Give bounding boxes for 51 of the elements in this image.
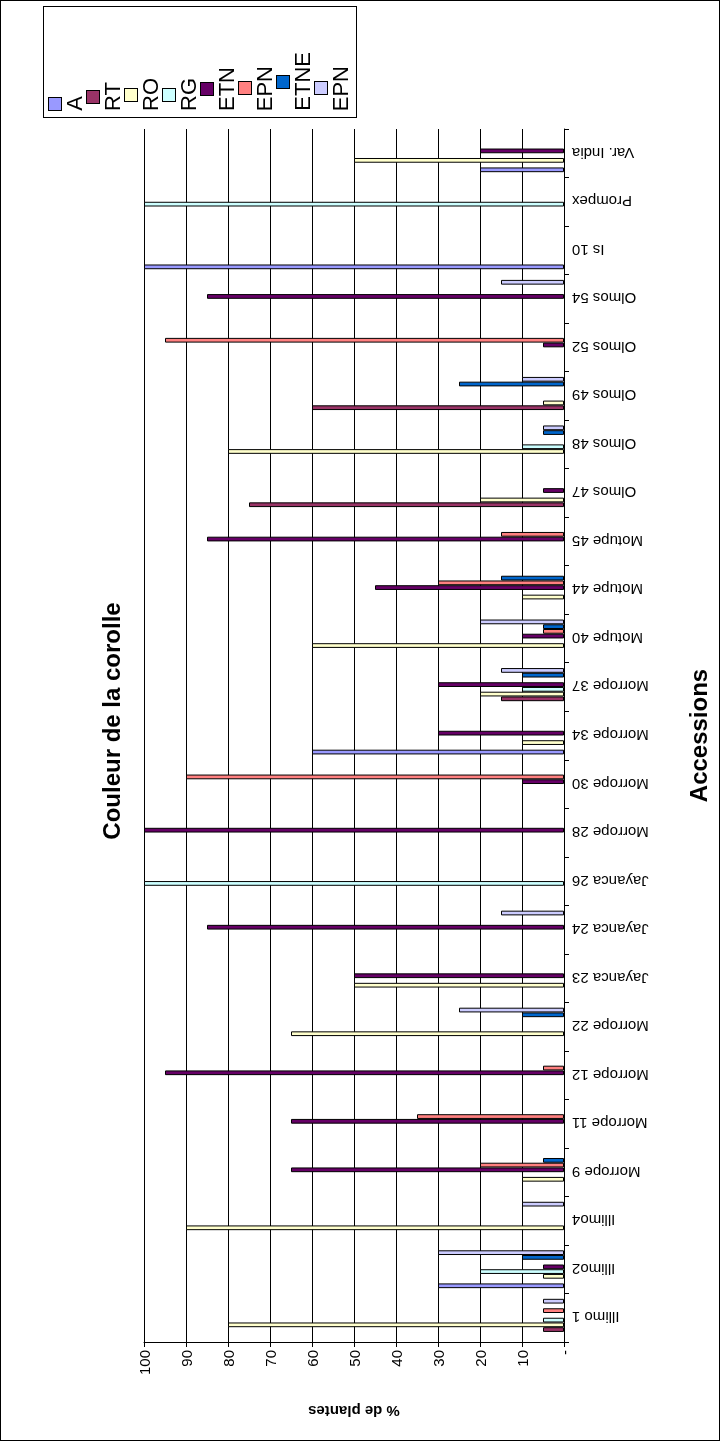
y-tick-label: Var. India <box>571 144 635 162</box>
legend-label: A <box>62 96 87 111</box>
x-tick-label: 20 <box>471 1350 489 1367</box>
y-tick-label: Morrope 37 <box>572 678 649 696</box>
x-tick-label: 30 <box>429 1350 447 1367</box>
x-tick-label: 40 <box>387 1350 405 1367</box>
legend-label: ETN <box>214 67 239 111</box>
y-tick-label: Olmos 52 <box>572 338 637 356</box>
y-tick-label: Illimo2 <box>572 1260 616 1278</box>
y-tick-label: Illimo4 <box>572 1212 616 1230</box>
y-tick-label: Morrope 11 <box>572 1115 648 1133</box>
x-tick-label: 60 <box>303 1350 321 1367</box>
bar <box>543 1308 564 1314</box>
y-tick-label: Motupe 40 <box>572 629 643 647</box>
y-tick-label: Morrope 22 <box>572 1018 649 1036</box>
x-tick-label: 90 <box>177 1350 195 1367</box>
legend-label: EPN <box>328 65 353 111</box>
y-tick-label: Illimo 1 <box>572 1309 620 1327</box>
legend-label: RT <box>100 82 125 111</box>
y-tick-label: Olmos 47 <box>572 484 637 502</box>
x-tick-label: 10 <box>513 1350 531 1367</box>
y-axis-title: Accessions <box>684 668 712 803</box>
y-tick-label: Morrope 9 <box>572 1163 641 1181</box>
x-tick-label: 100 <box>135 1350 153 1376</box>
y-tick-label: Morrope 28 <box>572 824 649 842</box>
y-tick-label: Jayanca 23 <box>572 969 649 987</box>
text: Couleur de la corolle <box>97 602 125 840</box>
bar <box>543 1298 564 1304</box>
y-tick-label: Jayanca 24 <box>572 921 649 939</box>
y-tick-label: Prompex <box>571 193 633 211</box>
y-tick-label: Motupe 44 <box>572 581 643 599</box>
y-tick-label: Is 10 <box>572 241 605 259</box>
y-tick-label: Olmos 48 <box>572 435 637 453</box>
y-tick-label: Morrope 34 <box>572 727 649 744</box>
y-tick-label: Morrope 30 <box>572 775 649 793</box>
y-tick-label: Olmos 54 <box>572 290 637 308</box>
y-tick-label: Jayanca 26 <box>572 872 649 890</box>
y-tick-label: Morrope 12 <box>572 1066 649 1084</box>
legend-label: RG <box>176 78 201 111</box>
y-tick-label: Motupe 45 <box>572 532 643 550</box>
x-tick-label: - <box>555 1350 573 1355</box>
x-tick-label: 70 <box>261 1350 279 1367</box>
y-tick-label: Olmos 49 <box>572 387 637 405</box>
bar <box>543 425 564 431</box>
legend-label: RO <box>138 78 163 111</box>
x-tick-label: 50 <box>345 1350 363 1367</box>
bar <box>543 488 564 493</box>
x-tick-label: 80 <box>219 1350 237 1367</box>
legend-label: EPN <box>252 65 277 111</box>
legend-label: ETNE <box>290 52 315 111</box>
x-axis-title: % de plantes <box>308 1403 400 1420</box>
